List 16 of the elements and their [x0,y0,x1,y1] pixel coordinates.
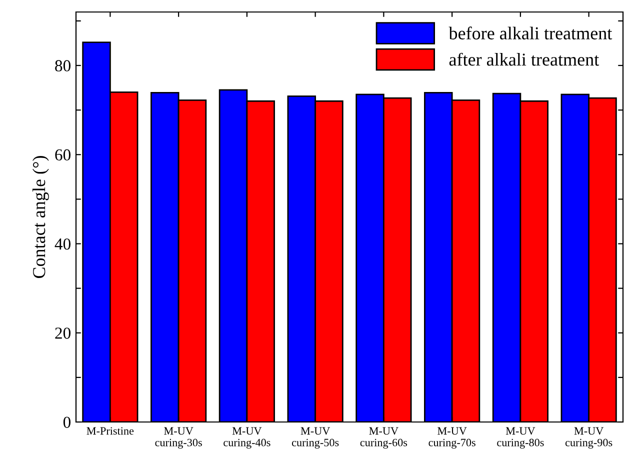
y-tick-label: 80 [55,60,71,72]
y-tick-label: 0 [63,416,71,428]
y-axis-title: Contact angle (°) [32,156,49,278]
y-tick-label: 40 [54,238,71,250]
x-tick-label: M-UV curing-80s [497,427,544,449]
y-tick-label: 60 [55,149,71,161]
x-tick-label: M-Pristine [86,427,134,435]
legend-label: after alkali treatment [449,52,600,66]
x-tick-label: M-UV curing-70s [428,427,476,449]
x-tick-label: M-UV curing-40s [224,427,270,449]
x-tick-label: M-UV curing-50s [292,427,339,449]
x-tick-label: M-UV curing-30s [155,427,202,449]
x-tick-label: M-UV curing-90s [565,427,612,449]
x-tick-label: M-UV curing-60s [360,427,408,449]
y-tick-label: 20 [55,328,71,339]
legend-label: before alkali treatment [448,26,612,40]
